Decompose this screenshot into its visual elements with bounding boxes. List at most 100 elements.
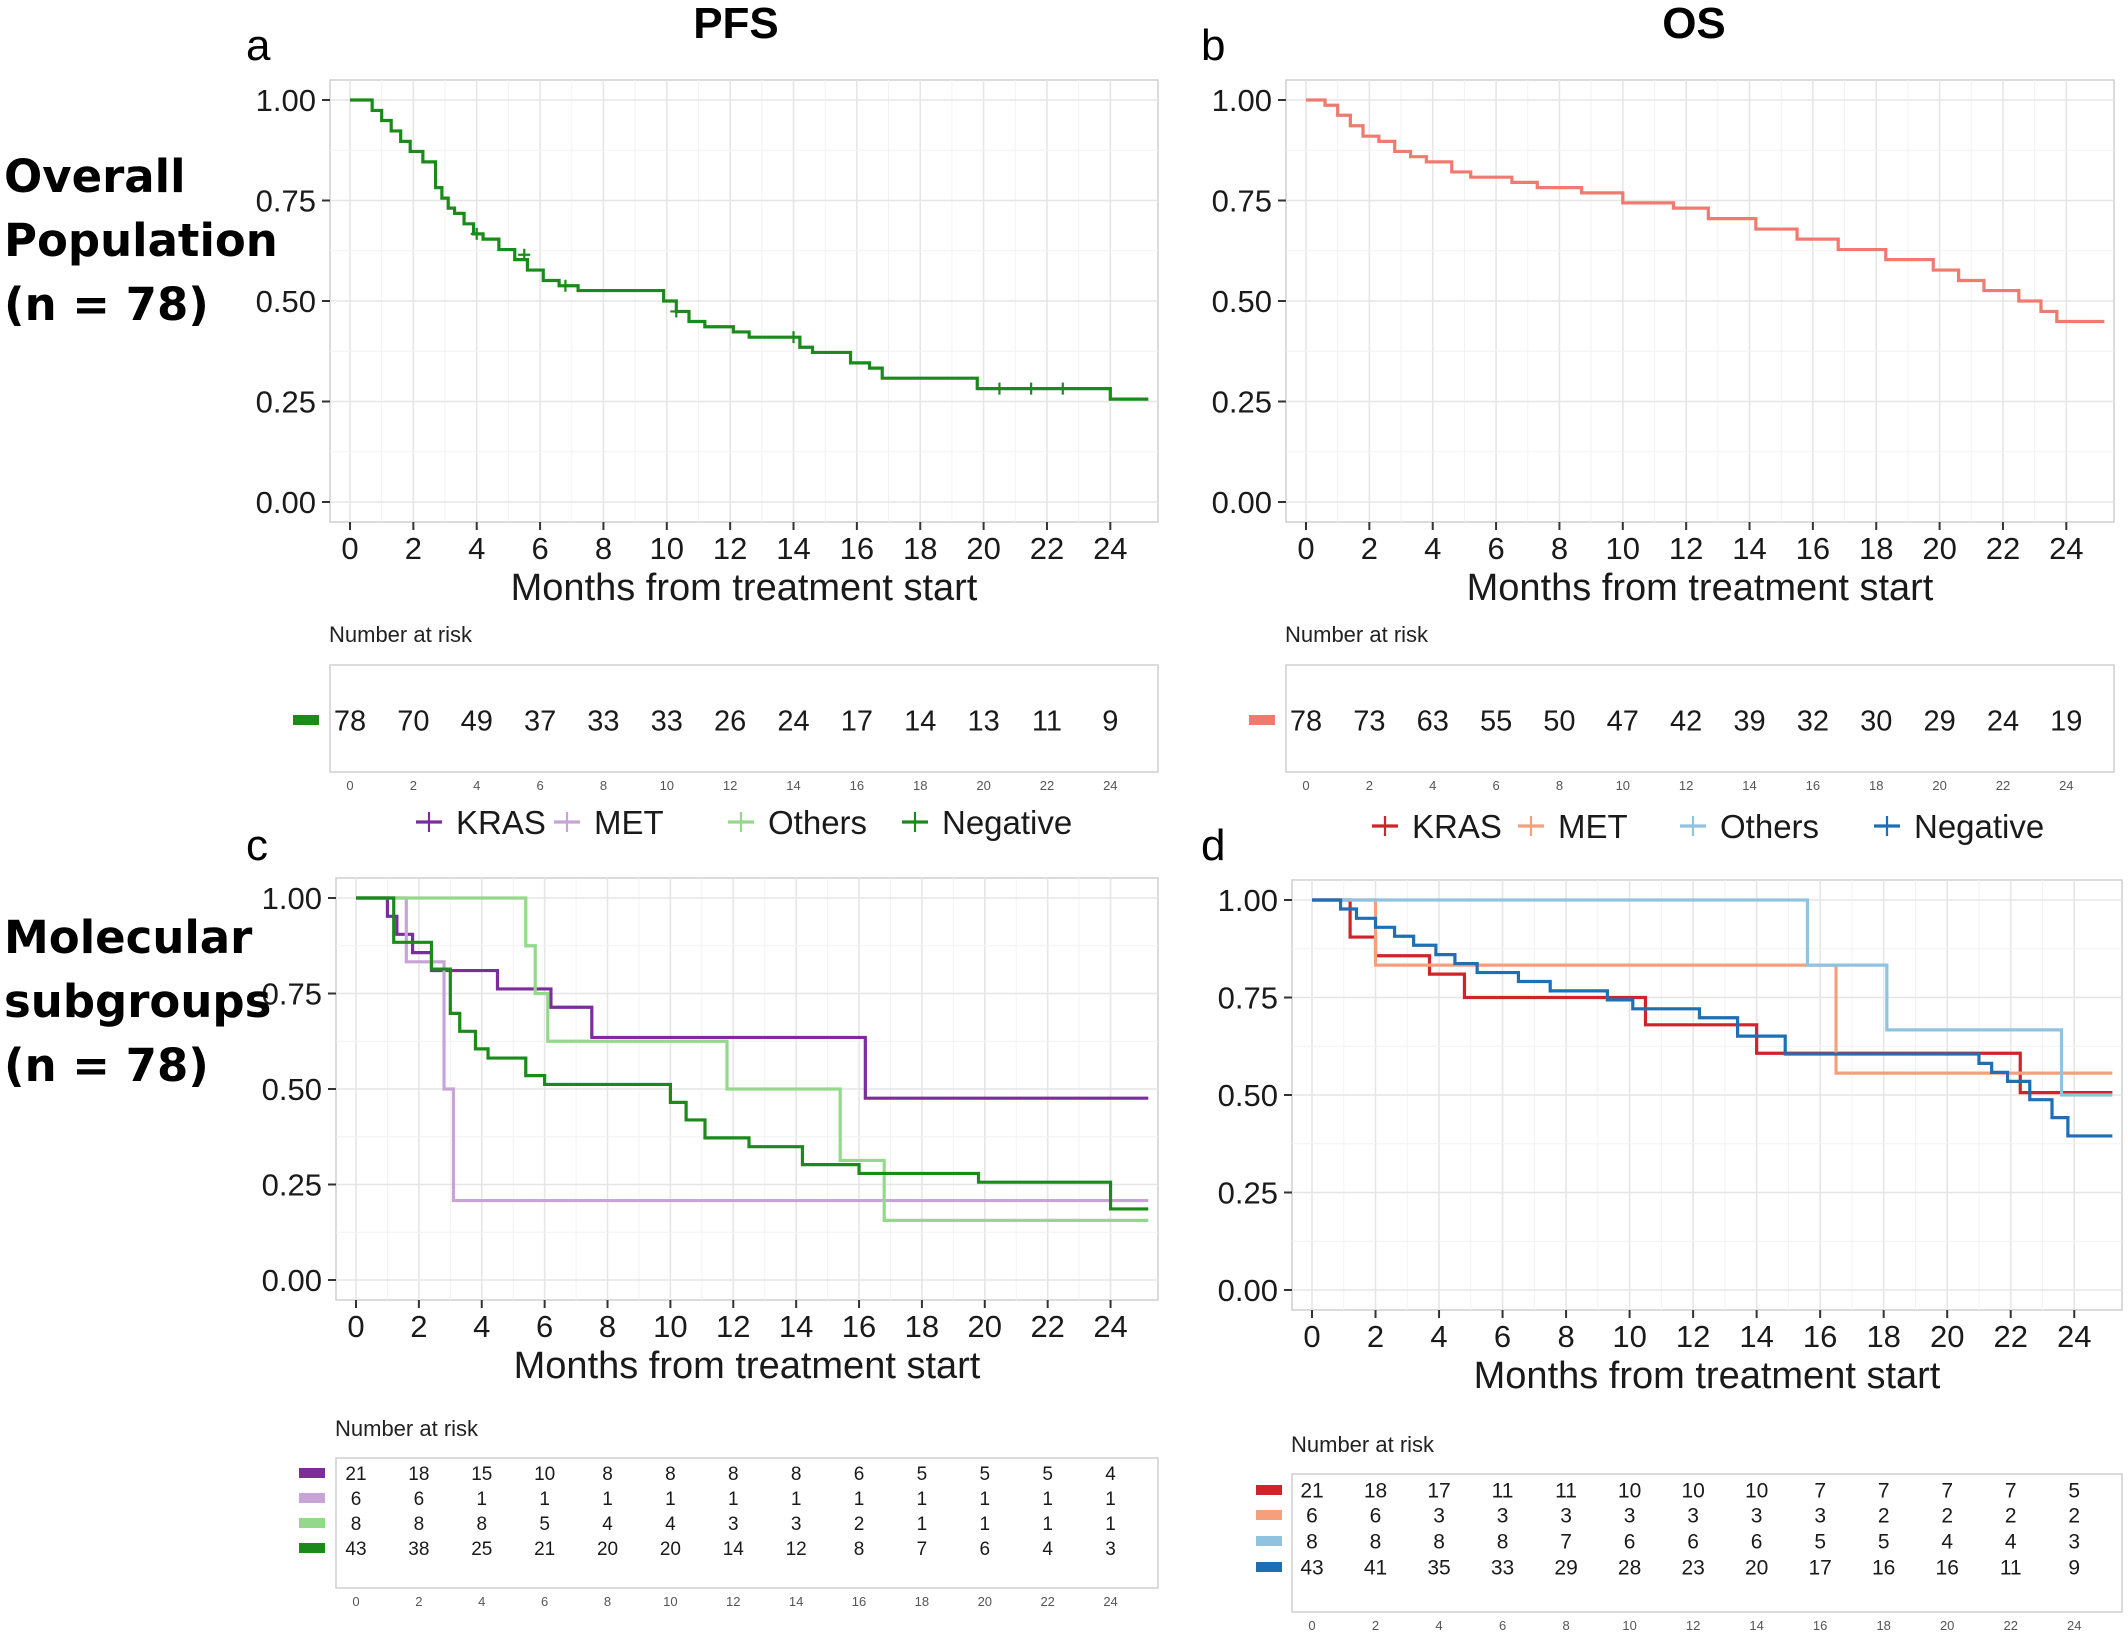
panel-b-ytick-label: 0.25 — [1212, 385, 1272, 420]
panel-d-risk-count: 8 — [1370, 1531, 1382, 1554]
panel-b-ytick-label: 0.50 — [1212, 284, 1272, 319]
panel-d-xtick-label: 24 — [2057, 1319, 2091, 1354]
panel-c-risk-count: 6 — [414, 1489, 425, 1510]
panel-c-risk-count: 4 — [602, 1514, 613, 1535]
panel-d-risk-count: 8 — [1306, 1531, 1318, 1554]
panel-c-risk-time: 14 — [789, 1594, 803, 1609]
panel-d-risk-count: 2 — [1941, 1505, 1953, 1528]
panel-b-risk-count: 39 — [1733, 705, 1765, 737]
panel-d-risk-count: 10 — [1681, 1480, 1704, 1503]
panel-d-risk-count: 2 — [1878, 1505, 1890, 1528]
panel-c-risk-count: 1 — [728, 1489, 739, 1510]
panel-a-risk-count: 78 — [334, 705, 366, 737]
panel-c-xlabel: Months from treatment start — [514, 1345, 981, 1387]
panel-d-risk-count: 6 — [1306, 1505, 1318, 1528]
panel-d-risk-row-swatch — [1256, 1510, 1282, 1520]
panel-c-risk-count: 1 — [539, 1489, 550, 1510]
panel-c-risk-count: 3 — [728, 1514, 739, 1535]
panel-b-risk-time: 22 — [1996, 778, 2010, 793]
panel-b-ytick-label: 0.00 — [1212, 485, 1272, 520]
panel-a-risk-count: 33 — [651, 705, 683, 737]
panel-d-risk-count: 6 — [1687, 1531, 1699, 1554]
panel-a-risk-count: 17 — [841, 705, 873, 737]
panel-d-risk-count: 3 — [1687, 1505, 1699, 1528]
panel-b-risk-time: 24 — [2059, 778, 2073, 793]
panel-d-risk-count: 3 — [1751, 1505, 1763, 1528]
panel-c-xtick-label: 6 — [536, 1309, 553, 1344]
panel-a-risk-time: 12 — [723, 778, 737, 793]
panel-b-risk-count: 73 — [1353, 705, 1385, 737]
panel-a-risk-time: 4 — [473, 778, 480, 793]
panel-d-risk-count: 18 — [1364, 1480, 1387, 1503]
panel-d-risk-count: 4 — [1941, 1531, 1953, 1554]
title-pfs: PFS — [693, 0, 779, 48]
panel-d-risk-count: 10 — [1618, 1480, 1641, 1503]
panel-a-risk-row-swatch — [293, 715, 319, 725]
panel-b-xtick-label: 24 — [2049, 531, 2083, 566]
panel-a-risk-time: 2 — [410, 778, 417, 793]
panel-d-risk-count: 3 — [1814, 1505, 1826, 1528]
panel-b-risk-count: 32 — [1797, 705, 1829, 737]
panel-d-ytick-label: 0.50 — [1218, 1078, 1278, 1113]
panel-d-risk-time: 8 — [1562, 1618, 1569, 1633]
panel-c-risk-count: 3 — [791, 1514, 802, 1535]
panel-c-risk-count: 21 — [345, 1464, 366, 1485]
panel-c-risk-count: 25 — [471, 1539, 492, 1560]
panel-c-risk-count: 1 — [980, 1489, 991, 1510]
panel-d-ytick-label: 0.75 — [1218, 981, 1278, 1016]
panel-a-risk-time: 18 — [913, 778, 927, 793]
panel-c-risk-count: 38 — [408, 1539, 429, 1560]
panel-c-risk-time: 8 — [604, 1594, 611, 1609]
panel-d-legend: KRAS MET Others Negative — [1372, 808, 2044, 845]
panel-b-risk-row-swatch — [1249, 715, 1275, 725]
panel-b-xtick-label: 12 — [1669, 531, 1703, 566]
panel-b-xtick-label: 14 — [1732, 531, 1766, 566]
panel-a-xtick-label: 16 — [840, 531, 874, 566]
panel-d: d0.000.250.500.751.000 2 4 6 8 10 12 14 16 18 20 22… — [1201, 808, 2123, 1633]
panel-d-risk-count: 3 — [1497, 1505, 1509, 1528]
panel-c-risk-count: 20 — [660, 1539, 681, 1560]
panel-b-risk-title: Number at risk — [1285, 622, 1429, 647]
panel-d-ytick-label: 0.25 — [1218, 1176, 1278, 1211]
panel-d-risk-count: 35 — [1427, 1557, 1450, 1580]
panel-c-risk-count: 7 — [917, 1539, 928, 1560]
panel-b-ytick-label: 0.75 — [1212, 184, 1272, 219]
panel-d-risk-count: 5 — [1878, 1531, 1890, 1554]
panel-b-risk-time: 0 — [1302, 778, 1309, 793]
panel-b-risk-time: 16 — [1806, 778, 1820, 793]
panel-d-risk-count: 43 — [1300, 1557, 1323, 1580]
panel-d-xtick-label: 14 — [1739, 1319, 1773, 1354]
panel-d-risk-row-swatch — [1256, 1562, 1282, 1572]
panel-d-risk-time: 12 — [1686, 1618, 1700, 1633]
panel-c-risk-count: 4 — [1105, 1464, 1116, 1485]
panel-a-ytick-label: 0.50 — [256, 284, 316, 319]
panel-d-risk-count: 4 — [2005, 1531, 2017, 1554]
panel-c-risk-count: 8 — [602, 1464, 613, 1485]
panel-d-risk-row-swatch — [1256, 1485, 1282, 1495]
panel-c-risk-count: 8 — [791, 1464, 802, 1485]
panel-a-xtick-label: 18 — [903, 531, 937, 566]
panel-a-censor-mark — [470, 227, 483, 240]
panel-a-risk-time: 22 — [1040, 778, 1054, 793]
panel-d-xtick-label: 10 — [1612, 1319, 1646, 1354]
panel-c-risk-count: 1 — [854, 1489, 865, 1510]
panel-d-risk-count: 8 — [1433, 1531, 1445, 1554]
panel-b-xtick-label: 8 — [1551, 531, 1568, 566]
panel-d-risk-time: 14 — [1749, 1618, 1763, 1633]
panel-a-xtick-label: 20 — [966, 531, 1000, 566]
panel-d-risk-count: 2 — [2068, 1505, 2080, 1528]
panel-b-ytick-label: 1.00 — [1212, 83, 1272, 118]
panel-c-risk-count: 10 — [534, 1464, 555, 1485]
panel-b-letter: b — [1201, 21, 1225, 70]
panel-c-risk-count: 1 — [1042, 1514, 1053, 1535]
panel-c-xtick-label: 20 — [968, 1309, 1002, 1344]
panel-a-risk-title: Number at risk — [329, 622, 473, 647]
panel-b-xlabel: Months from treatment start — [1467, 567, 1934, 609]
panel-b-xtick-label: 4 — [1424, 531, 1441, 566]
panel-d-legend-label: KRAS — [1412, 808, 1502, 845]
panel-c-risk-count: 20 — [597, 1539, 618, 1560]
panel-c-risk-count: 1 — [1105, 1489, 1116, 1510]
panel-d-risk-count: 3 — [1624, 1505, 1636, 1528]
row-label-overall-line3: (n = 78) — [4, 278, 209, 331]
